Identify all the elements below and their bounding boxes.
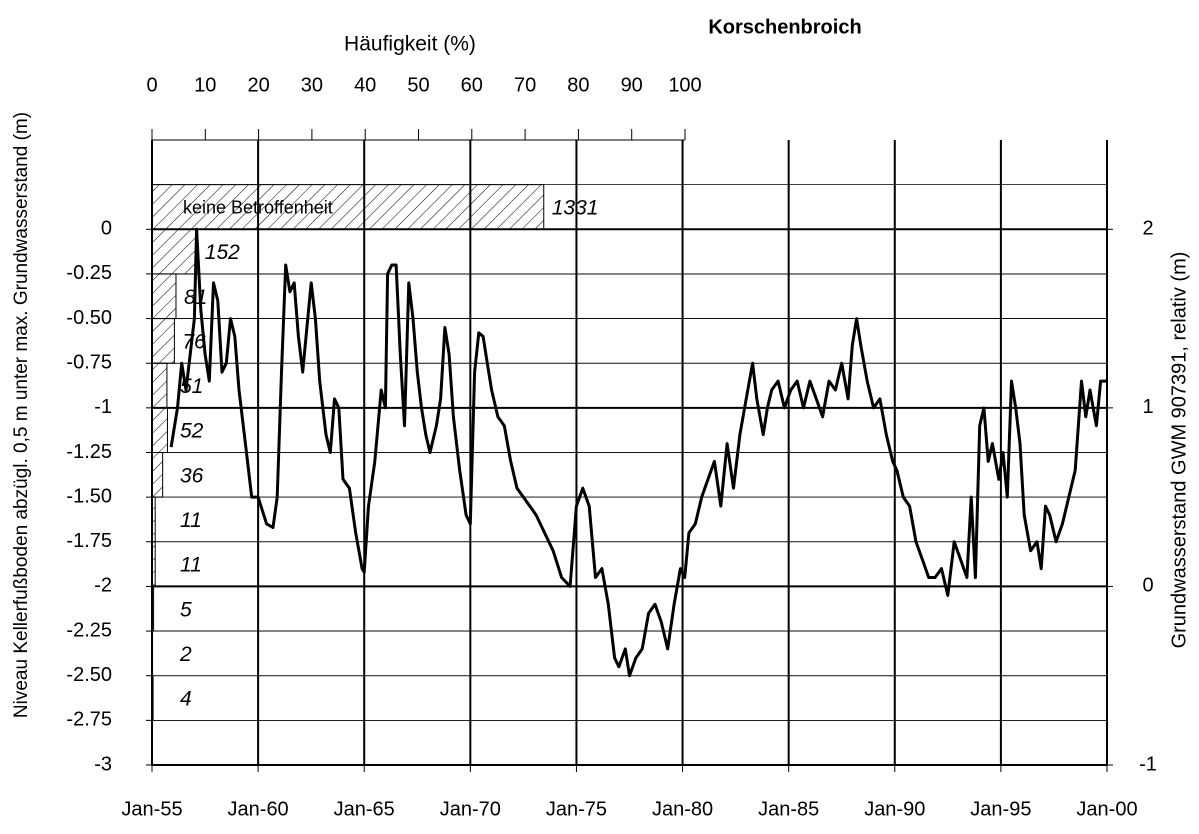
y2-axis-title: Grundwasserstand GWM 907391, relativ (m)	[1168, 252, 1190, 649]
count-label: 4	[180, 688, 192, 711]
y2-tick-label: 2	[1142, 218, 1153, 240]
x-tick-label: Jan-55	[121, 798, 182, 820]
y2-tick-label: 1	[1142, 396, 1153, 418]
y-tick-label: 0	[101, 218, 112, 240]
count-label: 36	[180, 464, 204, 487]
top-tick-label: 80	[567, 74, 589, 96]
histogram-bar	[151, 362, 168, 409]
histogram-bar	[151, 318, 175, 364]
count-label: 11	[180, 554, 202, 577]
top-tick-label: 20	[247, 74, 269, 96]
x-tick-label: Jan-75	[546, 798, 607, 820]
count-label: 76	[182, 330, 206, 353]
x-tick-label: Jan-85	[758, 798, 819, 820]
y-tick-label: -0.75	[66, 351, 112, 373]
count-label: 52	[180, 420, 204, 443]
count-label: 5	[180, 598, 192, 621]
y2-tick-label: -1	[1139, 753, 1157, 775]
top-tick-label: 90	[621, 74, 643, 96]
top-tick-label: 100	[668, 74, 701, 96]
y-tick-label: -2.25	[66, 619, 112, 641]
y-tick-label: -1.75	[66, 530, 112, 552]
y-tick-label: -3	[94, 753, 112, 775]
y-tick-label: -2	[94, 575, 112, 597]
chart-title: Korschenbroich	[708, 16, 861, 38]
y-axis-title: Niveau Kellerfußboden abzügl. 0,5 m unte…	[11, 112, 32, 718]
y-tick-label: -0.50	[66, 307, 112, 329]
top-tick-label: 30	[301, 74, 323, 96]
x-tick-label: Jan-00	[1076, 798, 1137, 820]
top-tick-label: 10	[194, 74, 216, 96]
x-tick-label: Jan-60	[228, 798, 289, 820]
top-tick-label: 0	[146, 74, 157, 96]
y-tick-label: -1.25	[66, 441, 112, 463]
y-tick-label: -1.50	[66, 485, 112, 507]
y-tick-label: -0.25	[66, 262, 112, 284]
x-tick-label: Jan-70	[440, 798, 501, 820]
count-label: 152	[205, 241, 240, 264]
top-tick-label: 40	[354, 74, 376, 96]
histogram-bar	[151, 184, 545, 230]
histogram-bar	[151, 228, 198, 275]
x-tick-label: Jan-95	[970, 798, 1031, 820]
count-label: 1331	[552, 197, 599, 220]
count-label: 11	[180, 509, 202, 532]
x-tick-label: Jan-90	[864, 798, 925, 820]
top-tick-label: 60	[461, 74, 483, 96]
top-axis-title: Häufigkeit (%)	[344, 33, 476, 56]
x-tick-label: Jan-80	[652, 798, 713, 820]
line-series	[169, 227, 1107, 678]
histogram-bar	[151, 273, 177, 320]
histogram-bar	[151, 407, 168, 454]
y-tick-label: -2.50	[66, 664, 112, 686]
top-tick-label: 50	[407, 74, 429, 96]
count-label: 2	[179, 643, 192, 666]
histogram-bar	[151, 452, 164, 498]
y-tick-label: -1	[94, 396, 112, 418]
x-tick-label: Jan-65	[334, 798, 395, 820]
top-tick-label: 70	[514, 74, 536, 96]
y-tick-label: -2.75	[66, 709, 112, 731]
y2-tick-label: 0	[1142, 575, 1153, 597]
